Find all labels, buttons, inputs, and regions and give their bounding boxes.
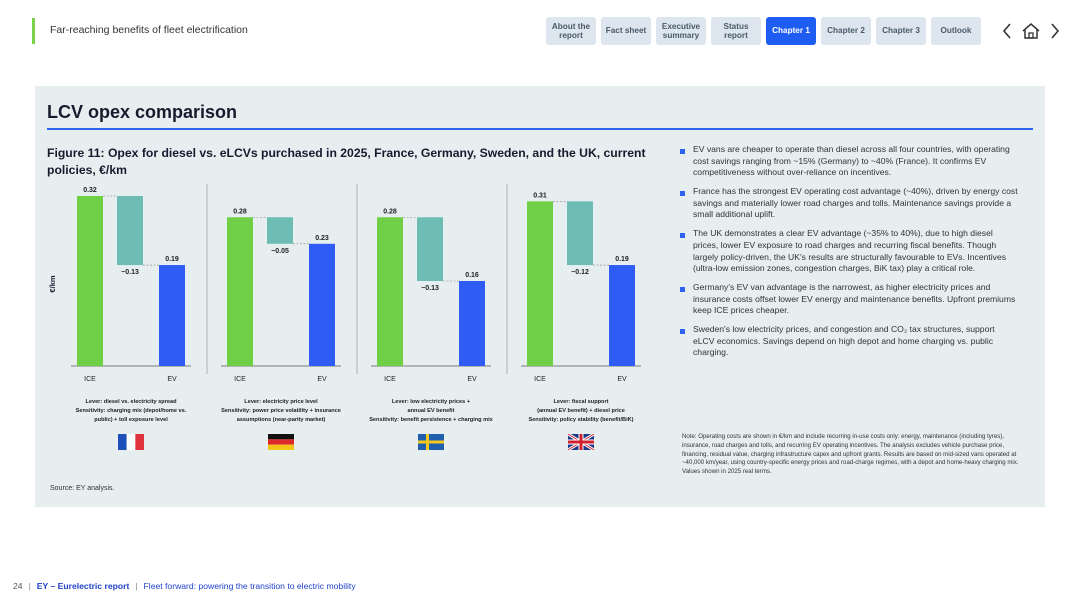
lever-text: Sensitivity: benefit persistence + charg… (369, 417, 493, 423)
uk-flag-icon (567, 432, 595, 452)
tab-about-the-report[interactable]: About the report (546, 17, 596, 45)
ev-value-label: 0.19 (615, 256, 629, 263)
ice-value-label: 0.28 (233, 208, 247, 215)
y-axis-label: €/km (48, 275, 57, 292)
content-panel: LCV opex comparison Figure 11: Opex for … (35, 86, 1045, 507)
lever-text: Lever: diesel vs. electricity spread (85, 399, 177, 405)
tab-chapter-3[interactable]: Chapter 3 (876, 17, 926, 45)
ev-value-label: 0.16 (465, 272, 479, 279)
ice-value-label: 0.28 (383, 208, 397, 215)
methodology-note: Note: Operating costs are shown in €/km … (682, 433, 1019, 476)
x-tick-label: EV (317, 376, 327, 383)
page-number: 24 (13, 581, 23, 591)
x-tick-label: EV (167, 376, 177, 383)
ice-bar (77, 196, 103, 366)
bullet-item: EV vans are cheaper to operate than dies… (678, 144, 1018, 179)
france-flag-icon (118, 434, 144, 450)
ev-bar (159, 265, 185, 366)
x-tick-label: EV (467, 376, 477, 383)
bullet-item: France has the strongest EV operating co… (678, 186, 1018, 221)
x-tick-label: ICE (84, 376, 96, 383)
lever-text: Lever: low electricity prices + (392, 399, 471, 405)
accent-line (32, 18, 35, 44)
panel-title: LCV opex comparison (47, 102, 238, 122)
bullet-list: EV vans are cheaper to operate than dies… (678, 144, 1018, 366)
footer-brand: EY – Eurelectric report (36, 581, 130, 591)
delta-value-label: −0.13 (421, 285, 439, 292)
bullet-item: The UK demonstrates a clear EV advantage… (678, 228, 1018, 275)
lever-text: Sensitivity: power price volatility + in… (221, 408, 341, 414)
ev-value-label: 0.19 (165, 256, 179, 263)
sweden-flag-icon (418, 434, 444, 450)
tab-outlook[interactable]: Outlook (931, 17, 981, 45)
home-icon[interactable] (1020, 20, 1042, 42)
delta-bar (567, 201, 593, 266)
source-note: Source: EY analysis. (50, 485, 115, 492)
delta-value-label: −0.13 (121, 269, 139, 276)
delta-bar (117, 196, 143, 266)
tab-fact-sheet[interactable]: Fact sheet (601, 17, 651, 45)
footer: 24 | EY – Eurelectric report | Fleet forward… (13, 581, 356, 591)
ice-bar (377, 217, 403, 366)
chevron-right-icon[interactable] (1046, 20, 1064, 42)
footer-separator: | (135, 581, 138, 591)
ev-value-label: 0.23 (315, 235, 329, 242)
tab-status-report[interactable]: Status report (711, 17, 761, 45)
footer-subtitle: Fleet forward: powering the transition t… (143, 581, 356, 591)
ice-value-label: 0.32 (83, 187, 97, 194)
bullet-item: Sweden's low electricity prices, and con… (678, 324, 1018, 359)
chevron-left-icon[interactable] (998, 20, 1016, 42)
delta-bar (417, 217, 443, 281)
lever-text: Lever: fiscal support (553, 399, 608, 405)
delta-value-label: −0.12 (571, 269, 589, 276)
lever-text: public) + toll exposure level (94, 417, 168, 423)
lever-text: Sensitivity: policy stability (benefit/B… (528, 417, 633, 423)
lever-text: annual EV benefit (408, 408, 455, 414)
header-title: Far-reaching benefits of fleet electrifi… (50, 24, 248, 36)
nav-icons (998, 20, 1064, 42)
delta-bar (267, 217, 293, 244)
tab-executive-summary[interactable]: Executive summary (656, 17, 706, 45)
bullet-item: Germany's EV van advantage is the narrow… (678, 282, 1018, 317)
x-tick-label: ICE (384, 376, 396, 383)
delta-value-label: −0.05 (271, 248, 289, 255)
opex-chart: €/km 0.32 −0.13 0.19 ICE EV Lever: diesel vs. … (48, 184, 641, 452)
germany-flag-icon (268, 434, 294, 450)
figure-title: Figure 11: Opex for diesel vs. eLCVs pur… (47, 146, 646, 177)
footer-separator: | (28, 581, 31, 591)
ice-bar (527, 201, 553, 366)
ice-value-label: 0.31 (533, 192, 547, 199)
tab-chapter-1[interactable]: Chapter 1 (766, 17, 816, 45)
ev-bar (309, 243, 335, 366)
x-tick-label: ICE (534, 376, 546, 383)
title-rule (47, 128, 1033, 130)
lever-text: Lever: electricity price level (244, 399, 318, 405)
x-tick-label: EV (617, 376, 627, 383)
ev-bar (609, 265, 635, 366)
x-tick-label: ICE (234, 376, 246, 383)
tab-chapter-2[interactable]: Chapter 2 (821, 17, 871, 45)
nav-tabs: About the report Fact sheet Executive su… (546, 17, 981, 45)
lever-text: assumptions (near-parity market) (237, 417, 326, 423)
ice-bar (227, 217, 253, 366)
lever-text: (annual EV benefit) + diesel price (537, 408, 625, 414)
top-bar: Far-reaching benefits of fleet electrifi… (0, 0, 1080, 62)
lever-text: Sensitivity: charging mix (depot/home vs… (76, 408, 187, 414)
ev-bar (459, 281, 485, 366)
